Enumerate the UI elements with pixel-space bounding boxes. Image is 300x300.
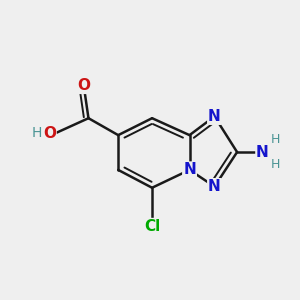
Text: Cl: Cl [144, 219, 160, 234]
Text: N: N [256, 145, 269, 160]
Text: H: H [271, 158, 281, 171]
Text: O: O [43, 126, 56, 141]
Text: N: N [208, 109, 221, 124]
Text: N: N [183, 162, 196, 177]
Text: H: H [271, 133, 281, 146]
Text: H: H [32, 126, 42, 140]
Text: N: N [208, 179, 221, 194]
Text: O: O [77, 78, 90, 93]
